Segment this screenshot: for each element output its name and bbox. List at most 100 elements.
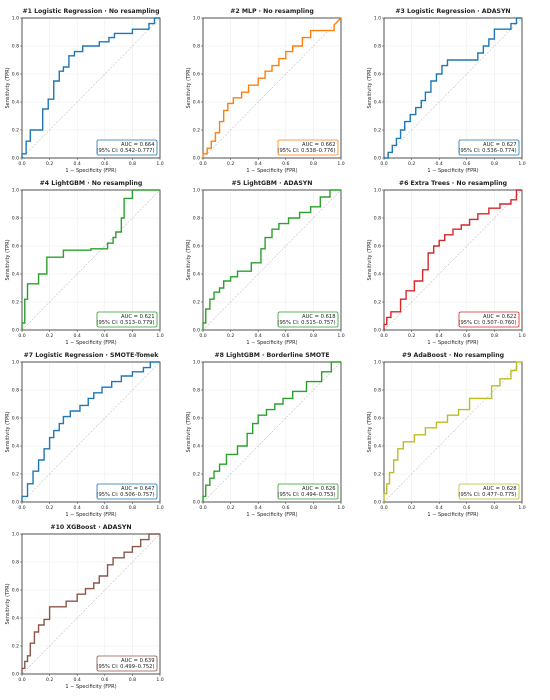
y-tick-label: 0.6	[193, 416, 200, 422]
y-tick-label: 0.6	[374, 416, 381, 422]
auc-confidence-interval: (95% CI: 0.507–0.760)	[458, 320, 516, 326]
y-tick-label: 0.4	[193, 100, 200, 106]
auc-confidence-interval: (95% CI: 0.536–0.774)	[458, 148, 516, 154]
panel-title: #1 Logistic Regression · No resampling	[22, 8, 159, 15]
y-tick-label: 0.2	[12, 300, 19, 306]
panel-title: #10 XGBoost · ADASYN	[50, 524, 131, 531]
y-tick-label: 0.2	[193, 472, 200, 478]
roc-curve	[21, 189, 160, 330]
x-tick-label: 1.0	[337, 333, 344, 339]
reference-diagonal-line	[202, 17, 342, 159]
plot-border	[383, 189, 523, 331]
x-axis-label: 1 − Specificity (FPR)	[427, 512, 478, 518]
y-tick-label: 0.0	[12, 156, 19, 162]
panel-title: #2 MLP · No resampling	[230, 8, 314, 15]
x-axis-label: 1 − Specificity (FPR)	[246, 340, 297, 346]
x-tick-label: 0.2	[227, 161, 234, 167]
x-tick-label: 0.4	[255, 505, 262, 511]
x-tick-label: 1.0	[337, 505, 344, 511]
x-tick-label: 0.2	[227, 333, 234, 339]
y-tick-label: 0.2	[12, 472, 19, 478]
auc-legend-box	[458, 139, 520, 156]
reference-diagonal-line	[21, 533, 161, 675]
roc-panel-5: 0.0 0.2 0.4 0.6 0.8 1.0 0.0 0.2 0.4 0.6 0.8 1.0 #5 L…	[186, 180, 345, 346]
x-tick-label: 0.4	[74, 333, 81, 339]
panel-title: #4 LightGBM · No resampling	[40, 180, 143, 187]
y-tick-label: 0.4	[12, 444, 19, 450]
auc-legend-box	[96, 139, 158, 156]
y-tick-label: 0.0	[374, 500, 381, 506]
y-tick-label: 0.6	[193, 72, 200, 78]
auc-confidence-interval: (95% CI: 0.506–0.757)	[96, 492, 154, 498]
y-tick-label: 0.0	[193, 500, 200, 506]
x-tick-label: 0.6	[463, 333, 470, 339]
x-tick-label: 0.6	[463, 505, 470, 511]
plot-border	[21, 17, 161, 159]
x-tick-label: 0.2	[408, 333, 415, 339]
x-tick-label: 0.0	[18, 333, 25, 339]
y-tick-label: 0.2	[193, 128, 200, 134]
y-tick-label: 0.8	[193, 44, 200, 50]
auc-confidence-interval: (95% CI: 0.542–0.777)	[96, 148, 154, 154]
y-axis-label: Sensitivity (TPR)	[5, 239, 11, 280]
x-tick-label: 0.2	[408, 505, 415, 511]
y-tick-label: 0.8	[12, 560, 19, 566]
x-tick-label: 0.6	[101, 677, 108, 683]
x-tick-label: 0.0	[199, 333, 206, 339]
x-tick-label: 0.0	[18, 505, 25, 511]
y-axis-label: Sensitivity (TPR)	[5, 411, 11, 452]
y-tick-label: 1.0	[12, 532, 19, 538]
auc-confidence-interval: (95% CI: 0.513–0.779)	[96, 320, 154, 326]
panel-title: #5 LightGBM · ADASYN	[232, 180, 313, 187]
roc-panel-4: 0.0 0.2 0.4 0.6 0.8 1.0 0.0 0.2 0.4 0.6 0.8 1.0 #4 L…	[5, 180, 164, 346]
x-axis-label: 1 − Specificity (FPR)	[65, 340, 116, 346]
x-tick-label: 0.8	[129, 677, 136, 683]
plot-border	[202, 189, 342, 331]
auc-value: AUC = 0.662	[302, 142, 335, 148]
y-axis-label: Sensitivity (TPR)	[186, 411, 192, 452]
x-tick-label: 0.8	[491, 161, 498, 167]
roc-curve	[202, 189, 341, 330]
y-tick-label: 0.6	[193, 244, 200, 250]
plot-border	[21, 361, 161, 503]
x-tick-label: 0.6	[101, 505, 108, 511]
y-tick-label: 0.4	[12, 272, 19, 278]
roc-panel-2: 0.0 0.2 0.4 0.6 0.8 1.0 0.0 0.2 0.4 0.6 0.8 1.0 #2 M…	[186, 8, 345, 174]
y-tick-label: 0.8	[374, 44, 381, 50]
roc-panel-6: 0.0 0.2 0.4 0.6 0.8 1.0 0.0 0.2 0.4 0.6 0.8 1.0 #6 E…	[367, 180, 526, 346]
y-tick-label: 0.4	[193, 272, 200, 278]
y-tick-label: 0.2	[374, 300, 381, 306]
x-tick-label: 0.2	[46, 161, 53, 167]
auc-value: AUC = 0.622	[483, 314, 516, 320]
auc-value: AUC = 0.639	[121, 658, 154, 664]
y-tick-label: 0.0	[12, 500, 19, 506]
x-tick-label: 0.8	[491, 333, 498, 339]
roc-panel-3: 0.0 0.2 0.4 0.6 0.8 1.0 0.0 0.2 0.4 0.6 0.8 1.0 #3 L…	[367, 8, 526, 174]
roc-curve	[202, 361, 341, 502]
y-tick-label: 0.2	[374, 128, 381, 134]
auc-confidence-interval: (95% CI: 0.499–0.752)	[96, 664, 154, 670]
x-tick-label: 1.0	[337, 161, 344, 167]
y-tick-label: 0.0	[193, 328, 200, 334]
auc-legend-box	[458, 311, 520, 328]
y-tick-label: 0.6	[374, 244, 381, 250]
y-tick-label: 0.4	[374, 272, 381, 278]
y-tick-label: 0.6	[12, 416, 19, 422]
x-axis-label: 1 − Specificity (FPR)	[65, 512, 116, 518]
plot-border	[21, 189, 161, 331]
x-tick-label: 0.8	[129, 333, 136, 339]
y-axis-label: Sensitivity (TPR)	[367, 67, 373, 108]
auc-value: AUC = 0.621	[121, 314, 154, 320]
auc-value: AUC = 0.618	[302, 314, 335, 320]
x-tick-label: 0.4	[74, 677, 81, 683]
x-tick-label: 0.4	[255, 161, 262, 167]
reference-diagonal-line	[21, 189, 161, 331]
plot-border	[383, 17, 523, 159]
y-tick-label: 0.0	[374, 156, 381, 162]
roc-curve	[384, 17, 522, 159]
x-tick-label: 0.6	[282, 161, 289, 167]
y-tick-label: 1.0	[12, 16, 19, 22]
x-tick-label: 1.0	[518, 505, 525, 511]
auc-confidence-interval: (95% CI: 0.515–0.757)	[277, 320, 335, 326]
y-axis-label: Sensitivity (TPR)	[367, 411, 373, 452]
